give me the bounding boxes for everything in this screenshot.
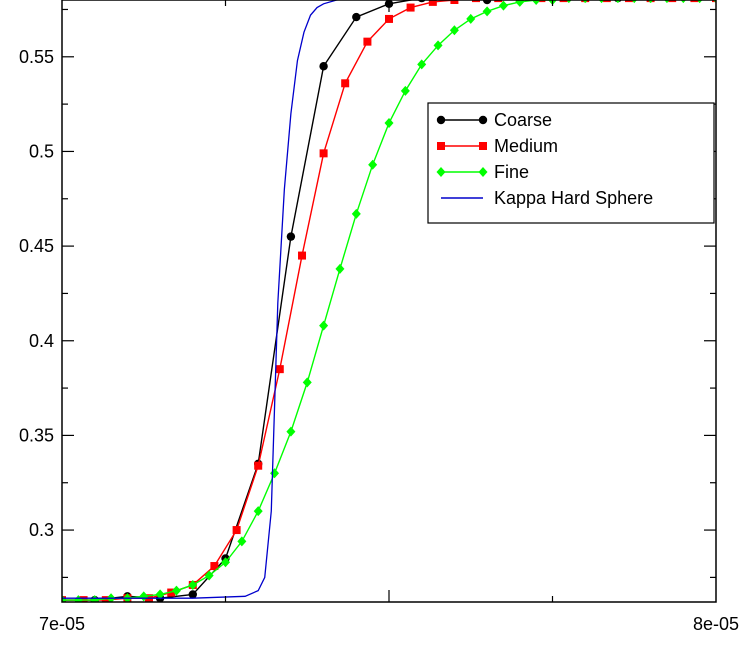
data-point (79, 596, 88, 602)
data-point (352, 12, 361, 22)
data-point (433, 40, 443, 51)
data-point (275, 365, 284, 374)
data-point (302, 377, 312, 388)
plot-area (62, 0, 716, 602)
y-tick-label: 0.4 (29, 331, 54, 351)
data-point (515, 0, 525, 7)
data-point (286, 426, 296, 437)
data-point (319, 320, 329, 331)
data-point (341, 79, 350, 88)
data-point (680, 0, 687, 4)
legend-label: Fine (494, 162, 529, 182)
data-point (417, 59, 427, 70)
data-point (494, 0, 503, 3)
legend: Coarse Medium Fine Kappa Hard Sphere (427, 102, 715, 224)
data-point (286, 232, 296, 241)
data-point (449, 25, 459, 36)
data-point (479, 142, 487, 150)
data-point (690, 0, 699, 3)
legend-item: Medium (437, 136, 558, 156)
series-line (62, 0, 463, 601)
data-point (368, 159, 378, 170)
data-point (631, 0, 638, 4)
data-point (232, 526, 241, 535)
data-point (204, 570, 214, 581)
data-point (537, 0, 546, 3)
data-point (668, 0, 677, 3)
data-point (254, 461, 263, 470)
axes: 0.3 0.35 0.4 0.45 0.5 0.55 7e-05 8e-05 (19, 0, 739, 634)
data-point (428, 0, 437, 6)
data-point (471, 0, 480, 3)
legend-item: Fine (436, 162, 529, 182)
data-point (712, 0, 716, 3)
data-point (319, 62, 328, 71)
series-line (62, 0, 559, 601)
data-point (478, 167, 488, 177)
data-point (466, 13, 476, 24)
data-point (270, 468, 280, 479)
data-point (647, 0, 654, 4)
legend-label: Medium (494, 136, 558, 156)
data-point (400, 85, 410, 96)
data-point (298, 251, 307, 260)
y-tick-label: 0.3 (29, 520, 54, 540)
data-point (566, 0, 572, 4)
data-point (582, 0, 588, 4)
data-point (385, 14, 393, 23)
data-point (351, 208, 361, 219)
series-fine (62, 0, 716, 602)
data-point (406, 3, 415, 12)
data-point (384, 118, 394, 129)
data-point (498, 0, 508, 11)
data-point (253, 506, 263, 517)
data-point (221, 557, 230, 568)
data-point (188, 590, 197, 599)
data-point (531, 0, 541, 5)
data-point (450, 0, 459, 4)
data-point (436, 167, 446, 177)
data-point (237, 536, 247, 547)
series-line (62, 0, 500, 601)
data-point (171, 585, 181, 596)
y-tick-label: 0.5 (29, 141, 54, 161)
data-point (625, 0, 634, 3)
data-point (363, 37, 372, 46)
legend-item: Kappa Hard Sphere (441, 188, 653, 208)
data-point (482, 6, 492, 17)
legend-item: Coarse (436, 110, 552, 130)
data-point (559, 0, 568, 3)
data-point (664, 0, 670, 4)
data-point (482, 0, 492, 5)
data-point (319, 149, 328, 158)
data-point (602, 0, 611, 3)
plot-frame (61, 0, 717, 603)
data-point (615, 0, 621, 4)
x-tick-label: 7e-05 (39, 614, 85, 634)
y-tick-label: 0.35 (19, 425, 54, 445)
series-coarse (62, 0, 716, 602)
data-point (90, 595, 100, 602)
data-point (188, 579, 198, 590)
y-tick-label: 0.45 (19, 236, 54, 256)
data-point (436, 115, 446, 125)
data-point (155, 589, 165, 600)
series-kappa-hard-sphere (62, 0, 344, 599)
data-point (598, 0, 605, 4)
data-point (335, 263, 345, 274)
x-tick-label: 8e-05 (693, 614, 739, 634)
series-medium (62, 0, 716, 602)
data-point (696, 0, 703, 4)
data-point (210, 562, 219, 571)
legend-label: Coarse (494, 110, 552, 130)
series-line (62, 0, 344, 599)
legend-label: Kappa Hard Sphere (494, 188, 653, 208)
series-group (62, 0, 716, 602)
data-point (437, 142, 445, 150)
y-tick-label: 0.55 (19, 47, 54, 67)
data-point (478, 115, 488, 125)
legend-box (427, 102, 715, 224)
